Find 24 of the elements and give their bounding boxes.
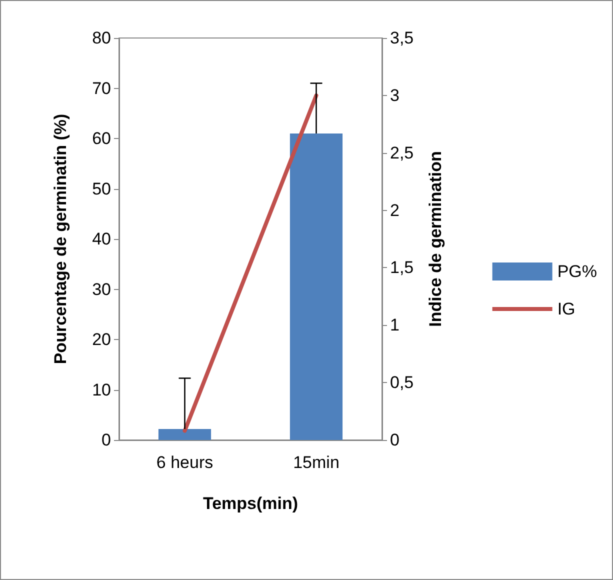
y-tick-label: 20	[92, 330, 111, 349]
y-tick-label: 70	[92, 78, 111, 98]
x-axis-title: Temps(min)	[202, 494, 298, 513]
y2-tick-label: 2	[390, 200, 400, 220]
y2-tick-label: 3,5	[390, 28, 414, 48]
y-tick-label: 50	[92, 179, 111, 198]
legend-label: PG%	[557, 262, 598, 281]
x-tick-label: 15min	[293, 453, 340, 472]
y2-tick-label: 0	[390, 430, 400, 450]
y2-tick-label: 0,5	[390, 373, 414, 392]
y-tick-label: 10	[92, 380, 111, 400]
y2-axis-title: Indice de germination	[426, 151, 445, 327]
y2-tick-label: 2,5	[390, 143, 414, 162]
y-tick-label: 30	[92, 280, 111, 299]
x-tick-label: 6 heurs	[156, 453, 214, 472]
y2-tick-label: 1,5	[390, 258, 414, 278]
y2-tick-label: 1	[390, 316, 400, 335]
y2-tick-label: 3	[390, 86, 400, 105]
y-axis-title: Pourcentage de germinatin (%)	[51, 114, 70, 364]
legend-label: IG	[557, 300, 576, 318]
y-tick-label: 80	[92, 28, 111, 48]
y-tick-label: 40	[92, 230, 111, 248]
y-tick-label: 60	[92, 129, 111, 148]
y-tick-label: 0	[102, 430, 111, 450]
